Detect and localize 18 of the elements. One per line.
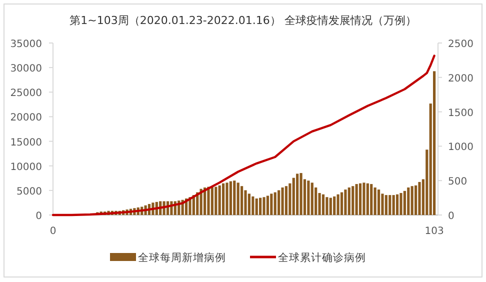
chart-title: 第1~103周（2020.01.23-2022.01.16） 全球疫情发展情况（万例） [70, 14, 416, 27]
y-tick-label: 15000 [10, 137, 42, 148]
y-tick-label: 10000 [10, 162, 42, 173]
y2-tick-label: 500 [448, 176, 468, 188]
y2-tick-label: 1000 [448, 142, 474, 154]
legend-label: 全球每周新增病例 [138, 251, 226, 264]
legend-label: 全球累计确诊病例 [278, 251, 366, 264]
y2-tick-label: 1500 [448, 108, 474, 119]
y2-tick-label: 2000 [448, 73, 474, 84]
y-tick-label: 25000 [10, 88, 42, 100]
y2-tick-label: 0 [448, 211, 454, 222]
y-tick-label: 35000 [10, 39, 42, 50]
y-tick-label: 20000 [10, 112, 42, 124]
y2-tick-label: 2500 [448, 39, 474, 50]
y-tick-label: 5000 [16, 186, 42, 198]
x-tick-label: 103 [424, 226, 444, 237]
y-tick-label: 30000 [10, 64, 42, 75]
y-tick-label: 0 [36, 211, 42, 222]
